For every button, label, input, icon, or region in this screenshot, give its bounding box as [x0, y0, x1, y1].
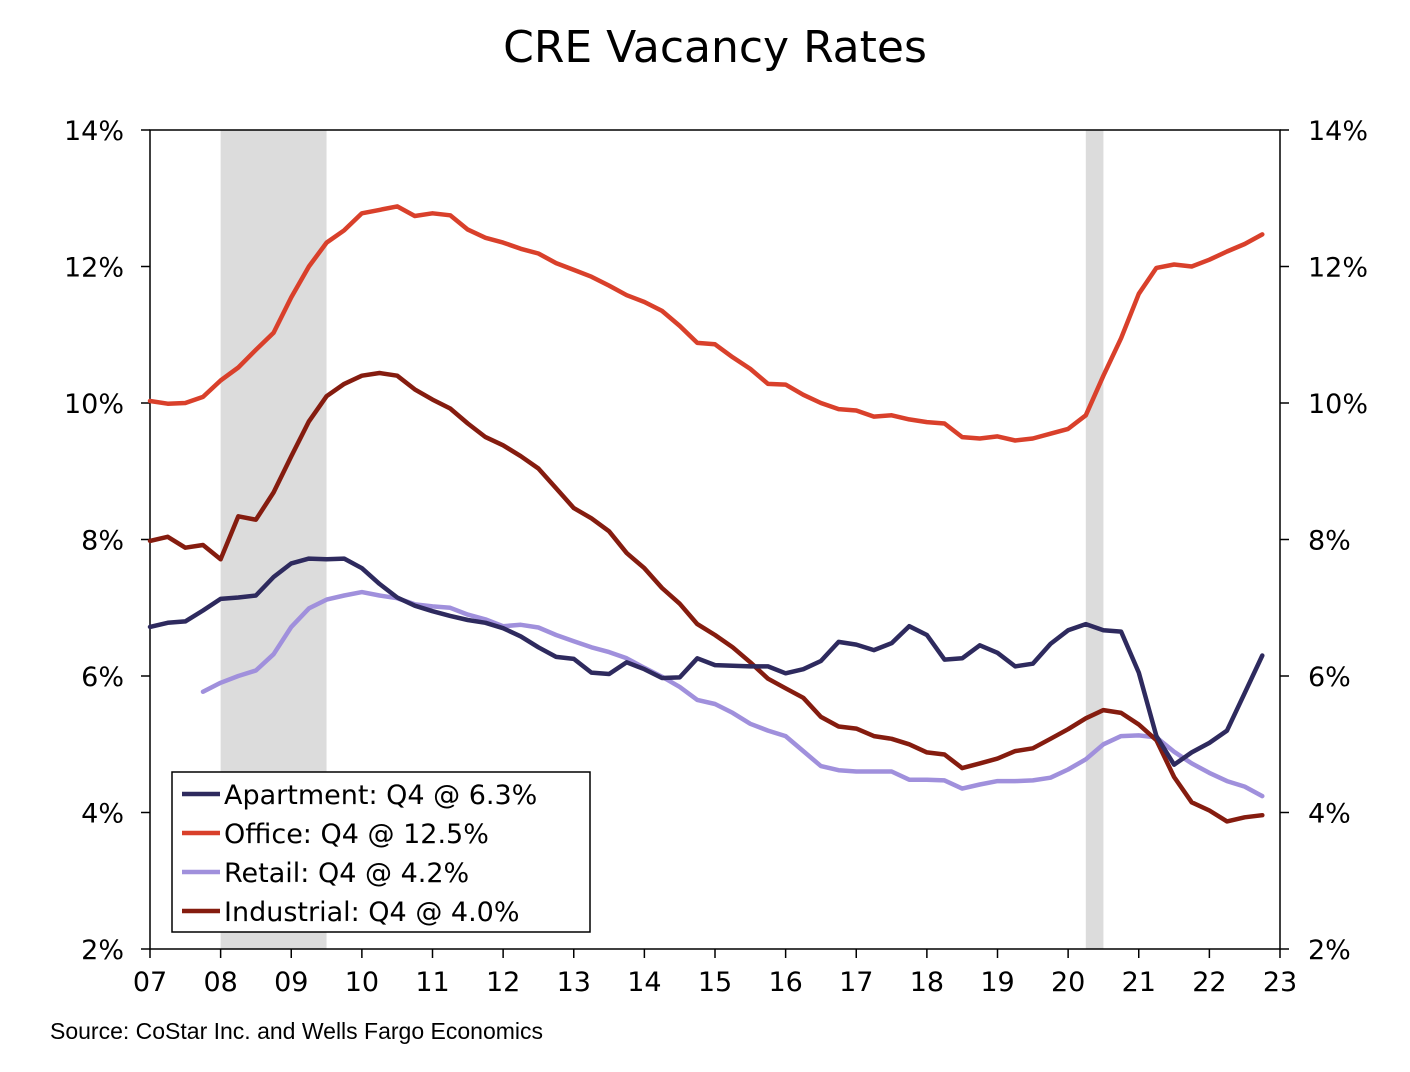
y-tick-label-left: 10%: [64, 389, 124, 420]
series-line-apartment: [147, 556, 1265, 767]
y-tick-label-left: 12%: [64, 253, 124, 284]
y-tick-label-right: 8%: [1308, 526, 1351, 557]
series-lines: [147, 204, 1265, 824]
legend-label-apartment: Apartment: Q4 @ 6.3%: [224, 780, 537, 811]
y-tick-label-right: 12%: [1308, 253, 1368, 284]
series-line-office: [147, 204, 1265, 443]
x-tick-label: 23: [1263, 967, 1297, 998]
x-tick-label: 13: [557, 967, 591, 998]
x-tick-label: 21: [1122, 967, 1156, 998]
x-tick-label: 18: [910, 967, 944, 998]
recession-band-1: [1085, 130, 1104, 949]
x-tick-label: 20: [1051, 967, 1085, 998]
y-tick-label-right: 10%: [1308, 389, 1368, 420]
legend-label-office: Office: Q4 @ 12.5%: [224, 819, 489, 850]
y-tick-label-left: 2%: [81, 935, 124, 966]
y-tick-label-right: 4%: [1308, 799, 1351, 830]
x-tick-label: 12: [486, 967, 520, 998]
legend: Apartment: Q4 @ 6.3% Office: Q4 @ 12.5% …: [171, 771, 591, 933]
x-tick-label: 15: [698, 967, 732, 998]
x-tick-label: 10: [345, 967, 379, 998]
x-tick-label: 07: [133, 967, 167, 998]
y-tick-label-left: 8%: [81, 526, 124, 557]
y-tick-label-right: 14%: [1308, 116, 1368, 147]
x-tick-label: 11: [415, 967, 449, 998]
x-tick-label: 22: [1192, 967, 1226, 998]
legend-box: [171, 771, 591, 933]
x-tick-label: 09: [274, 967, 308, 998]
y-tick-label-right: 2%: [1308, 935, 1351, 966]
series-line-retail: [200, 589, 1265, 799]
y-tick-label-right: 6%: [1308, 662, 1351, 693]
x-tick-label: 08: [203, 967, 237, 998]
x-tick-label: 16: [768, 967, 802, 998]
y-tick-label-left: 6%: [81, 662, 124, 693]
x-tick-label: 17: [839, 967, 873, 998]
y-tick-label-left: 14%: [64, 116, 124, 147]
x-tick-label: 14: [627, 967, 661, 998]
legend-label-retail: Retail: Q4 @ 4.2%: [224, 858, 469, 889]
legend-label-industrial: Industrial: Q4 @ 4.0%: [224, 897, 520, 928]
x-tick-label: 19: [980, 967, 1014, 998]
axis-ticks: 07 08 09 10 11 12 13 14 15 16 17 18 19 20 21 22 23 2% 4% 6%…: [64, 116, 1368, 998]
y-tick-label-left: 4%: [81, 799, 124, 830]
chart-title: CRE Vacancy Rates: [503, 22, 927, 73]
series-line-industrial: [147, 370, 1265, 824]
source-note: Source: CoStar Inc. and Wells Fargo Econ…: [50, 1018, 543, 1044]
